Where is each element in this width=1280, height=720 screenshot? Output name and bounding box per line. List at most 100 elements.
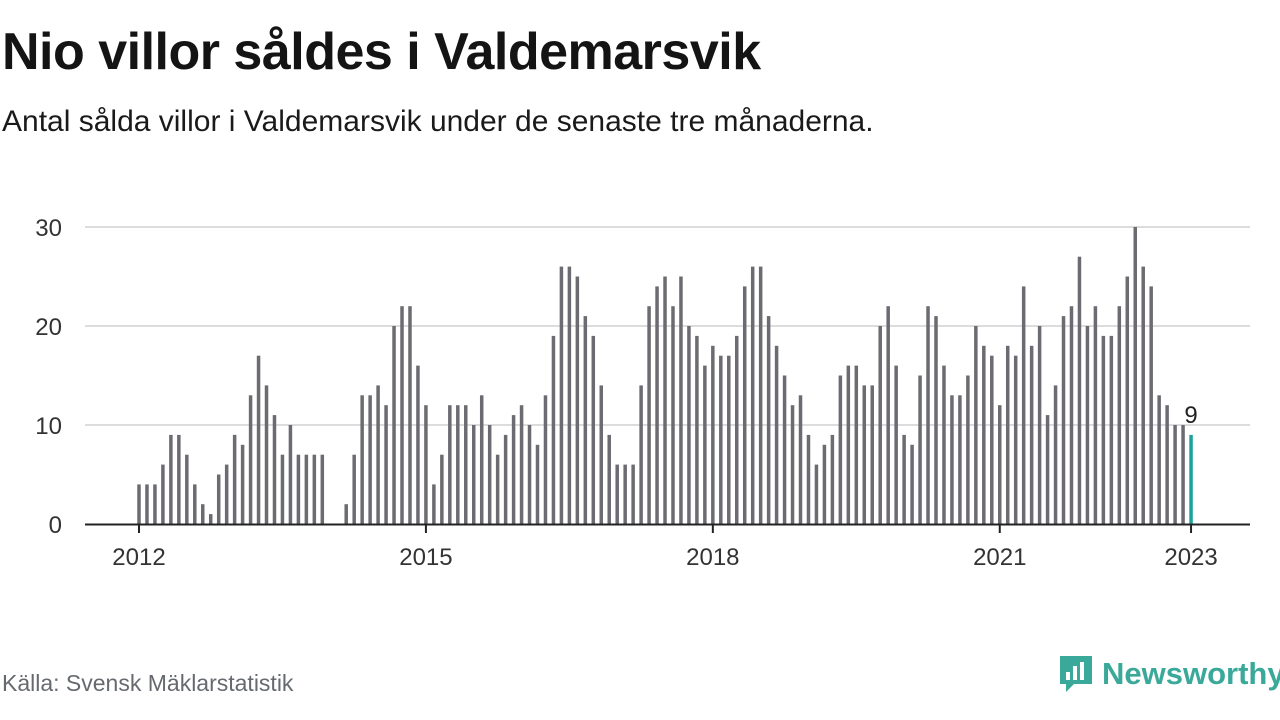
bar (631, 464, 635, 524)
bar (774, 345, 779, 524)
bar (623, 464, 627, 524)
bar (145, 484, 149, 524)
bar (878, 326, 882, 524)
bar (193, 484, 197, 524)
x-tick-label: 2021 (973, 544, 1026, 571)
bar (679, 276, 683, 524)
bar (591, 335, 596, 524)
bar (360, 395, 364, 524)
bar (400, 306, 404, 524)
bar (288, 425, 293, 524)
newsworthy-logo-icon (1060, 656, 1092, 692)
bar (926, 306, 930, 524)
bar (368, 395, 372, 524)
bar (424, 405, 428, 524)
bar (918, 375, 922, 524)
x-tick-label: 2012 (112, 544, 165, 571)
bar (934, 316, 938, 524)
y-tick-label: 0 (49, 512, 62, 539)
bar (272, 415, 277, 524)
bar (822, 444, 827, 524)
bar (201, 504, 205, 524)
bar (280, 454, 285, 524)
bar (408, 306, 412, 524)
bar (687, 326, 691, 524)
bar (647, 306, 651, 524)
bar (607, 434, 611, 524)
y-tick-label: 10 (35, 413, 62, 440)
bar (639, 385, 643, 524)
bar (974, 326, 978, 524)
bar (1165, 405, 1169, 524)
bar (208, 514, 213, 524)
bar (950, 395, 954, 524)
bar (503, 434, 508, 524)
bar (185, 454, 189, 524)
bar (615, 464, 619, 524)
bar (440, 454, 444, 524)
bar (416, 365, 420, 524)
bar (352, 454, 356, 524)
bar (894, 365, 898, 524)
bar (655, 286, 659, 524)
bar (432, 484, 436, 524)
bar (1149, 286, 1153, 524)
bar (1173, 425, 1177, 524)
bar (1069, 306, 1074, 524)
bar (137, 484, 141, 524)
brand-name: Newsworthy (1102, 656, 1280, 691)
bar (1061, 316, 1066, 524)
bar (870, 385, 874, 524)
bar (703, 365, 707, 524)
bar (1053, 385, 1058, 524)
bar (966, 375, 970, 524)
bar (742, 286, 747, 524)
bar (320, 454, 325, 524)
bar (806, 434, 811, 524)
bar (1013, 355, 1018, 524)
bar (695, 335, 699, 524)
bar (495, 454, 500, 524)
bar (735, 335, 739, 524)
bar (1109, 335, 1114, 524)
bar (711, 345, 715, 524)
bar (1021, 286, 1026, 524)
bar (519, 405, 524, 524)
bar (830, 434, 835, 524)
bar (1037, 326, 1042, 524)
bar (471, 425, 476, 524)
bar (998, 405, 1002, 524)
bar (902, 434, 906, 524)
bar (750, 266, 755, 524)
bar (487, 425, 492, 524)
bar (727, 355, 731, 524)
bar (296, 454, 301, 524)
bar (758, 266, 763, 524)
x-tick-label: 2018 (686, 544, 739, 571)
bar (798, 395, 803, 524)
x-tick-label: 2023 (1164, 544, 1217, 571)
bar (464, 405, 468, 524)
bar (1133, 227, 1137, 524)
bar (1045, 415, 1050, 524)
bar (479, 395, 484, 524)
highlight-data-label: 9 (1184, 402, 1197, 429)
bar (663, 276, 667, 524)
bar (527, 425, 532, 524)
bar (312, 454, 317, 524)
source-note: Källa: Svensk Mäklarstatistik (2, 670, 294, 696)
bar (886, 306, 890, 524)
bar (169, 434, 173, 524)
bar (559, 266, 564, 524)
bar (177, 434, 181, 524)
bar (567, 266, 572, 524)
bar (153, 484, 157, 524)
bar (790, 405, 795, 524)
y-tick-label: 20 (35, 314, 62, 341)
bar (1005, 345, 1010, 524)
bar (583, 316, 588, 524)
bar (1077, 256, 1082, 524)
y-tick-label: 30 (35, 215, 62, 242)
chart-subtitle: Antal sålda villor i Valdemarsvik under … (2, 105, 874, 138)
bar (1117, 306, 1122, 524)
